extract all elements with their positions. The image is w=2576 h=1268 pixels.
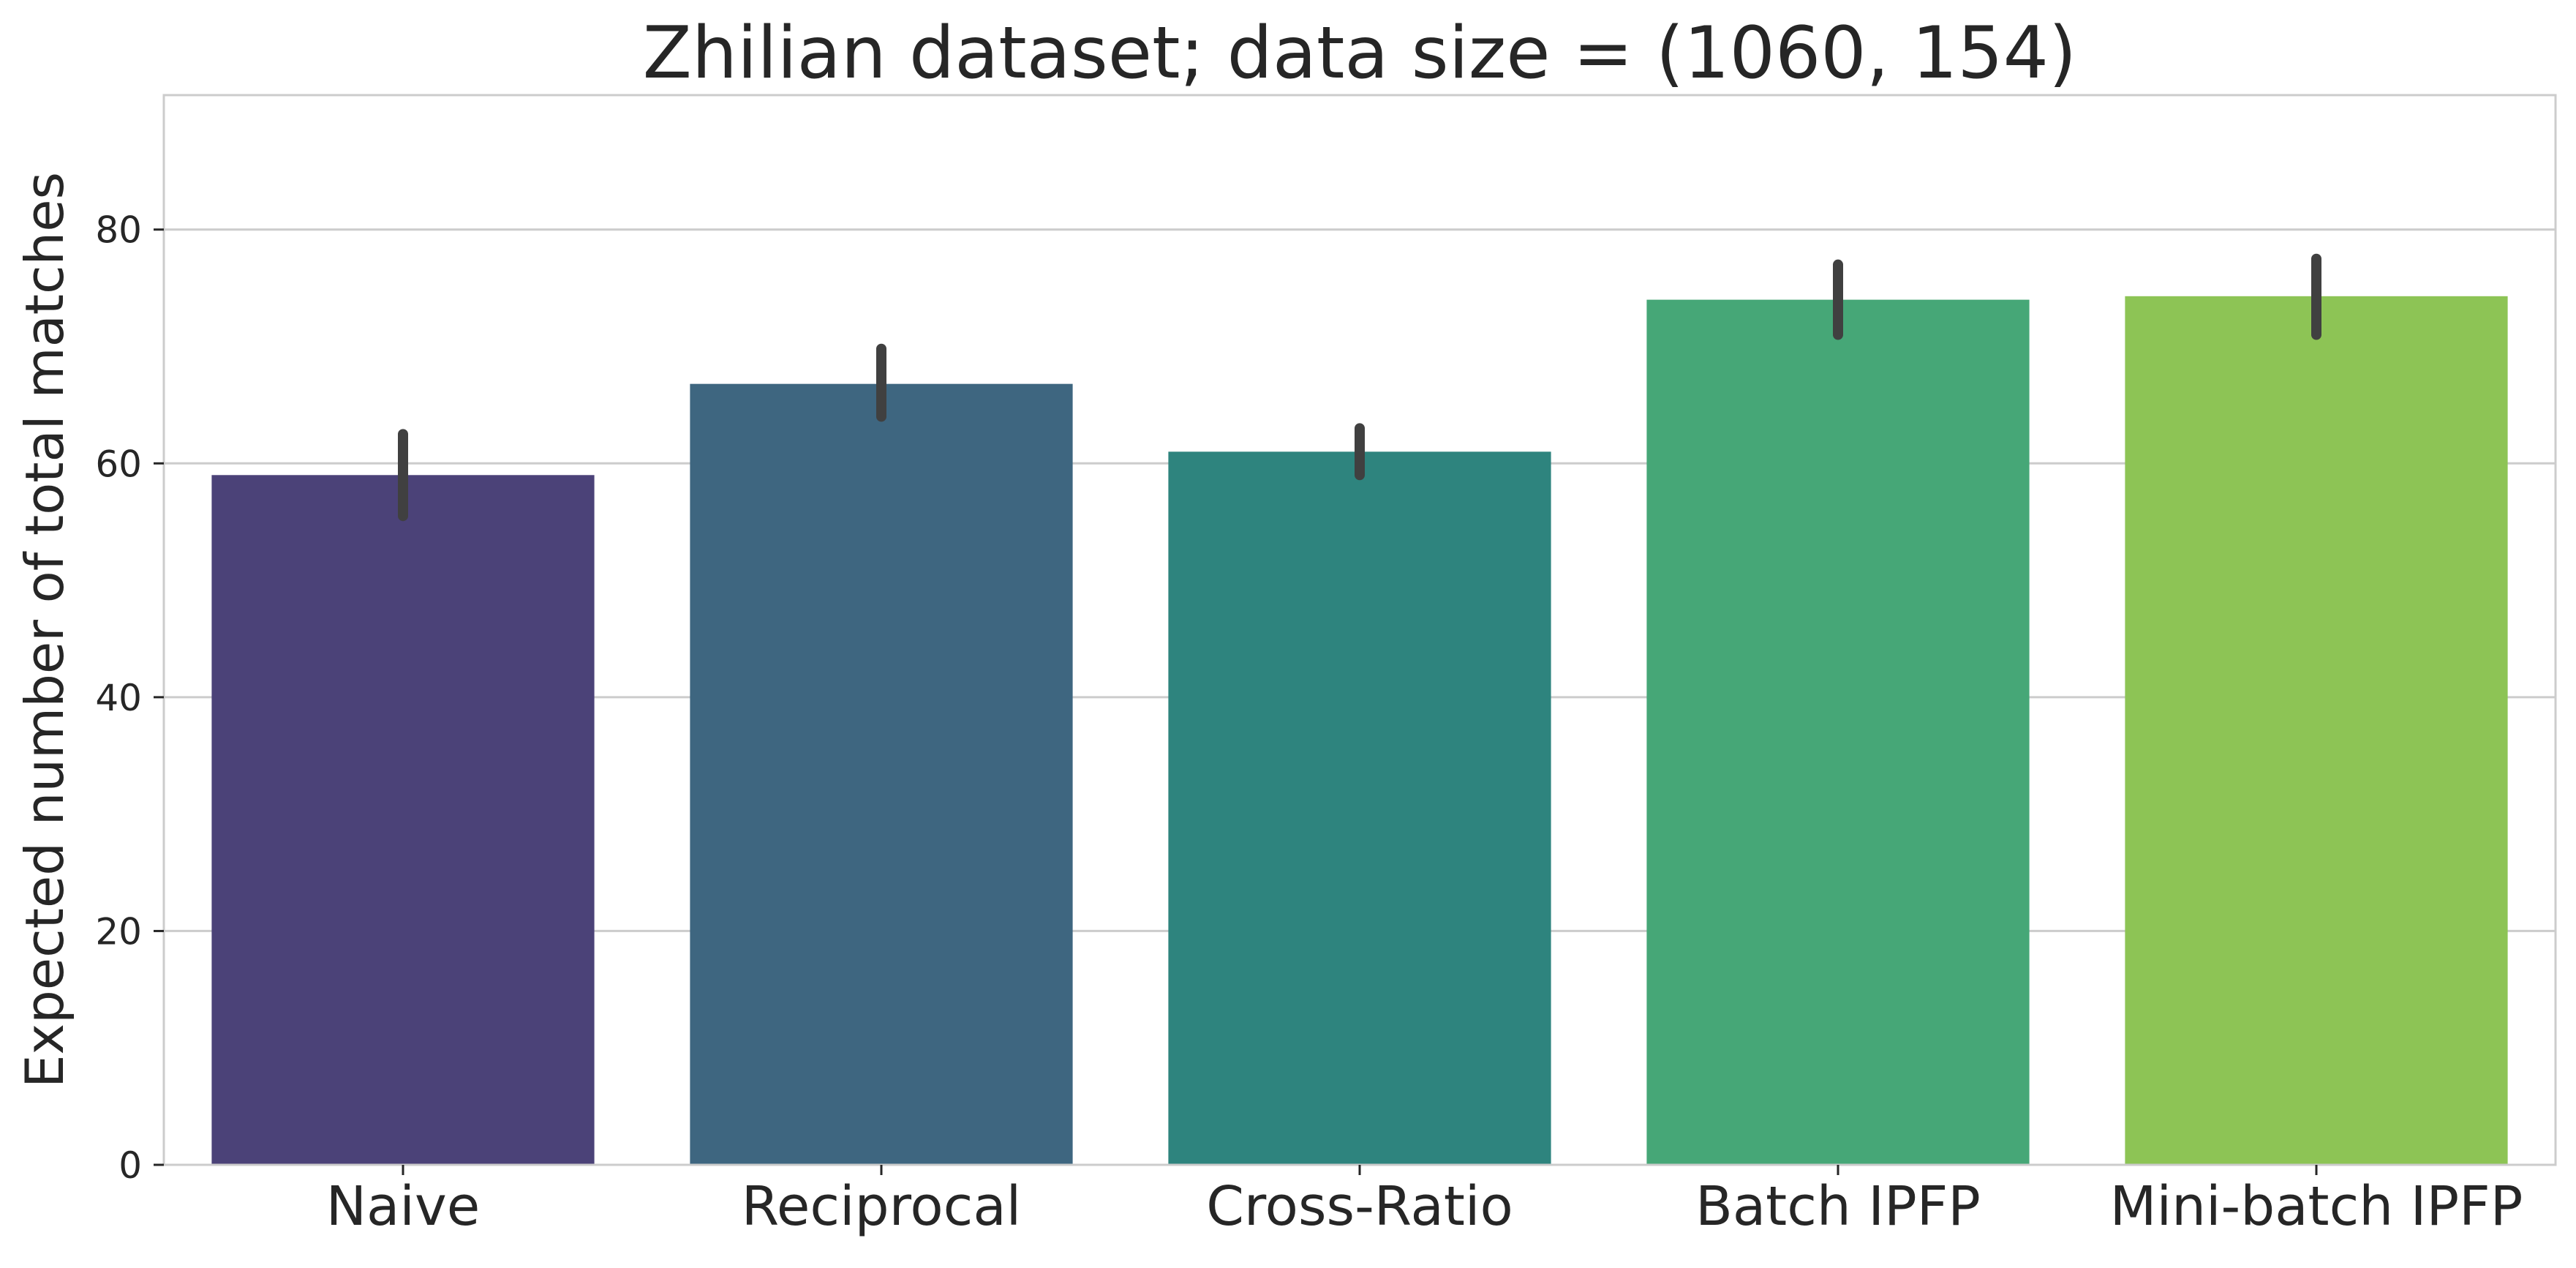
bar-layer <box>211 296 2508 1166</box>
bar <box>211 475 595 1165</box>
error-bar-layer <box>398 253 2321 522</box>
bar <box>1168 451 1551 1165</box>
x-tick-label: Naive <box>326 1175 481 1238</box>
tick-layer: 0 20 40 60 80 Naive Reciprocal Cross-Ratio Batch… <box>95 209 2523 1238</box>
y-axis-label: Expected number of total matches <box>14 172 75 1088</box>
x-tick-label: Reciprocal <box>742 1175 1022 1238</box>
bar <box>690 383 1073 1165</box>
y-tick-label: 0 <box>118 1144 142 1187</box>
bar <box>2125 296 2508 1166</box>
y-tick-label: 20 <box>95 910 142 953</box>
y-tick-label: 80 <box>95 209 142 252</box>
x-tick-label: Batch IPFP <box>1695 1175 1981 1238</box>
bar <box>1646 299 2030 1166</box>
y-tick-label: 60 <box>95 443 142 485</box>
x-tick-label: Mini-batch IPFP <box>2110 1175 2523 1238</box>
x-tick-label: Cross-Ratio <box>1206 1175 1513 1238</box>
y-tick-label: 40 <box>95 677 142 719</box>
chart-title: Zhilian dataset; data size = (1060, 154) <box>643 12 2076 95</box>
